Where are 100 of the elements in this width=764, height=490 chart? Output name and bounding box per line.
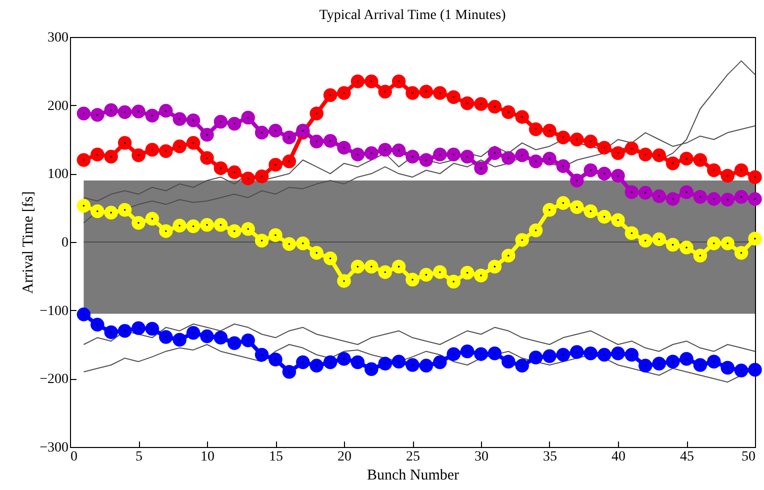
point [502,248,516,263]
point [652,189,666,204]
point [132,148,146,162]
point [611,213,625,227]
point [597,210,612,224]
point [680,185,694,199]
point [666,156,680,170]
point [254,170,269,184]
y-tick-label: −100 [40,304,68,319]
point [296,236,310,250]
point [652,232,666,246]
point [597,166,612,181]
point [118,105,132,120]
point [104,103,118,117]
point [296,355,310,370]
point [748,192,762,206]
point [337,274,351,288]
y-tick-label: 0 [62,236,68,250]
point [104,150,118,164]
point [172,112,186,126]
point [159,224,173,238]
point [228,165,242,180]
x-tick-label: 45 [680,450,694,464]
point [652,356,666,370]
x-tick-label: 5 [136,450,142,464]
point [748,232,762,246]
point [172,218,186,232]
x-tick-label: 20 [338,450,352,464]
point [419,268,434,282]
point [378,265,392,279]
y-tick-label: 300 [48,30,68,46]
point [720,168,734,183]
point [104,325,118,340]
x-tick-label: 50 [742,450,756,464]
y-tick-label: −200 [40,372,68,388]
point [542,203,556,217]
point [282,130,296,144]
point [624,185,639,199]
point [460,150,474,164]
point [310,106,324,120]
point [446,90,460,104]
point [584,163,598,178]
point [638,186,652,200]
point [186,114,200,128]
point [214,161,228,176]
point [680,352,694,366]
point [132,104,146,118]
point [542,124,556,138]
point [707,192,721,206]
point [323,88,338,102]
point [268,352,282,366]
point [378,84,392,99]
point [132,216,146,230]
point [419,153,434,167]
point [241,222,255,236]
point [76,198,91,213]
point [241,334,255,348]
point [433,148,447,162]
point [323,252,338,266]
point [241,110,255,124]
point [200,218,214,232]
point [638,148,652,162]
point [433,355,447,370]
point [597,140,612,155]
point [118,324,132,338]
point [200,329,214,344]
point [570,345,584,359]
point [624,226,639,240]
y-tick-label: 100 [48,167,68,182]
point [350,148,365,162]
point [488,346,502,360]
point [748,362,762,377]
y-axis-title: Arrival Time [fs] [20,191,37,294]
point [556,130,570,144]
point [624,348,639,362]
x-tick-label: 30 [474,450,488,464]
point [186,136,200,150]
point [556,348,570,362]
point [488,146,502,160]
point [693,248,708,263]
point [502,354,516,368]
point [268,124,282,138]
point [474,161,488,176]
point [76,308,91,322]
point [528,350,543,364]
point [337,352,351,366]
point [364,146,378,160]
point [460,96,474,110]
chart-title: Typical Arrival Time (1 Minutes) [319,8,506,23]
point [638,358,652,373]
point [254,126,269,140]
point [734,163,748,178]
point [337,86,351,100]
y-tick-label: 200 [48,98,68,114]
point [200,151,214,165]
point [406,358,420,372]
point [570,200,584,214]
point [460,266,474,280]
point [570,132,584,146]
point [638,234,652,248]
